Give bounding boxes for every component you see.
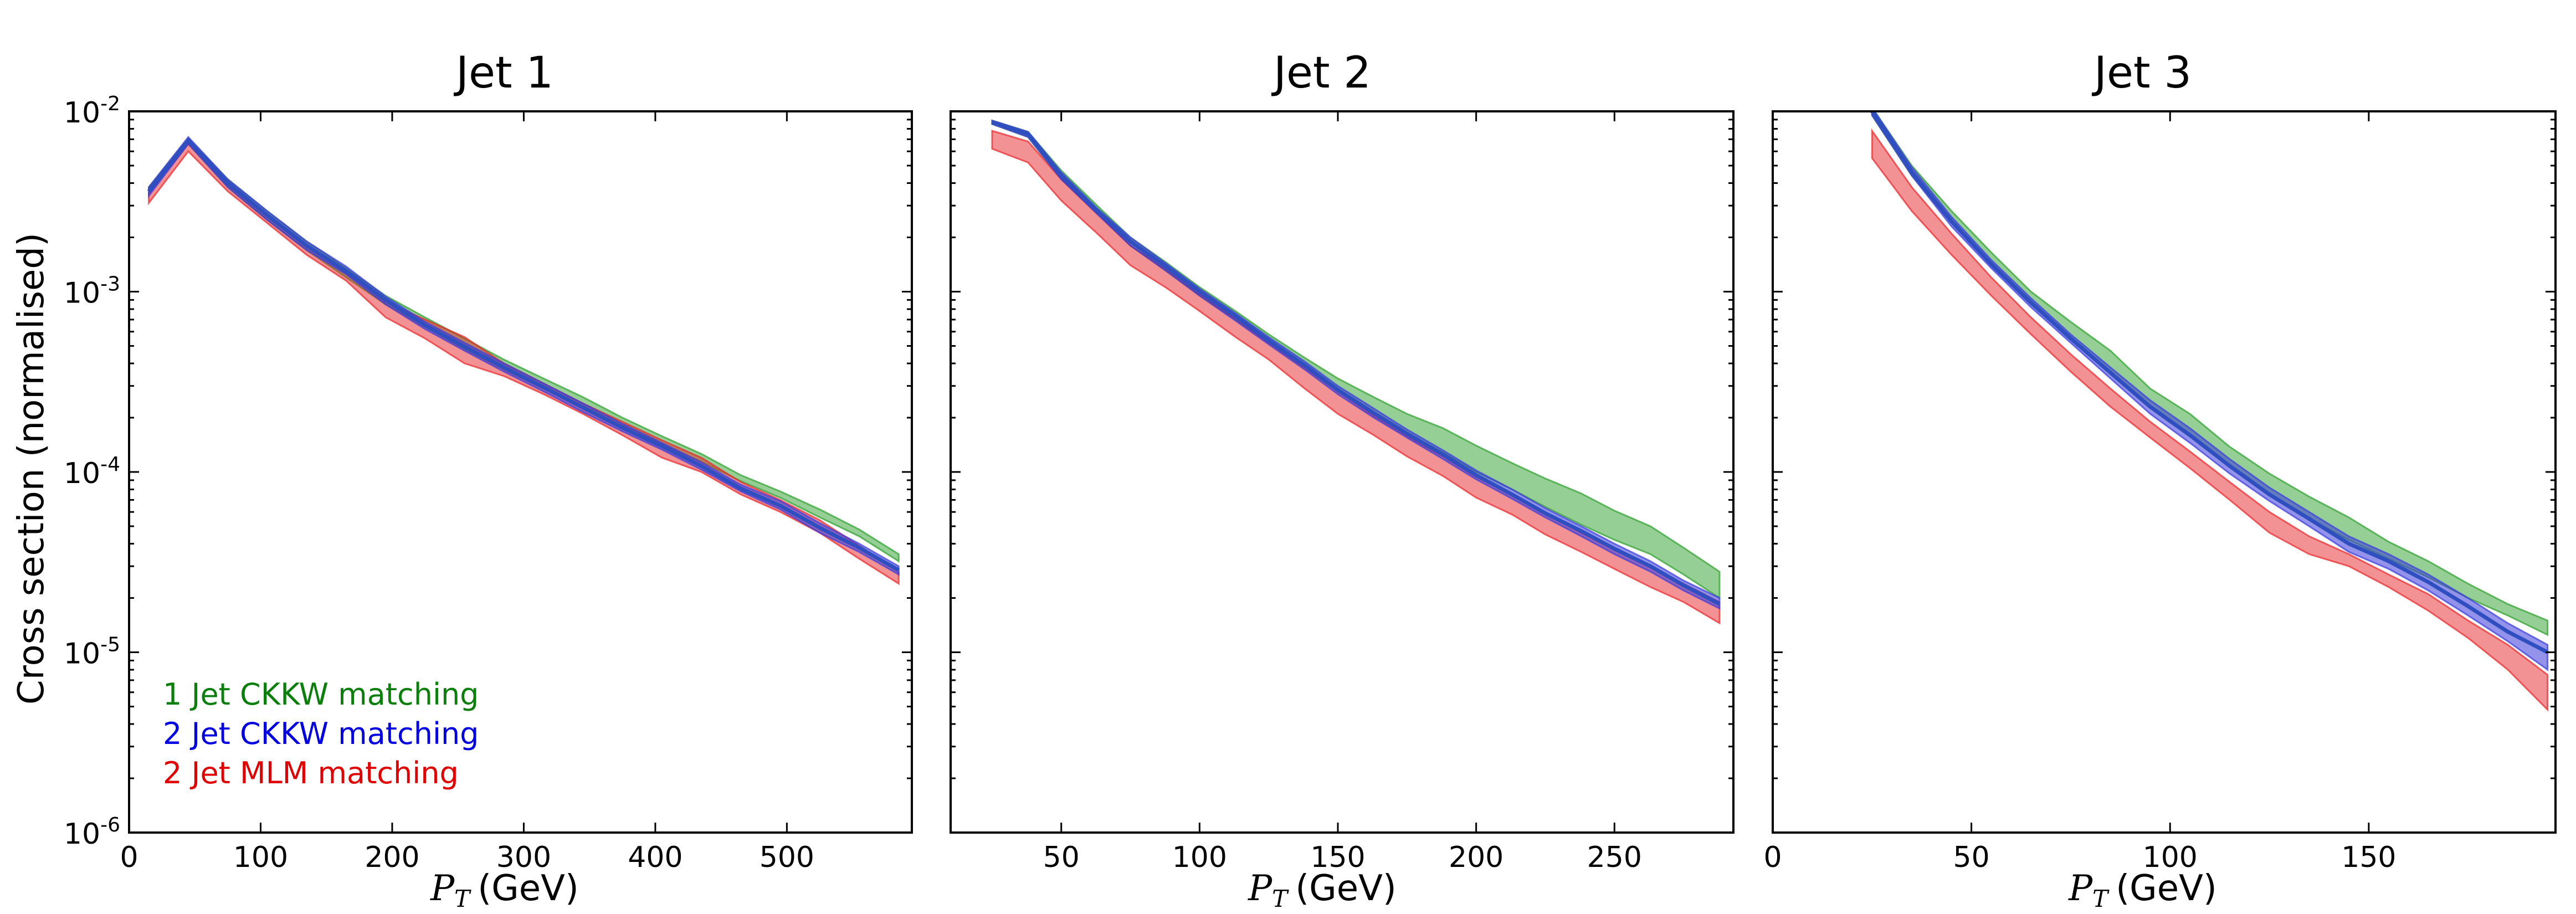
band-2-jet-mlm-matching-jet-3 [1871, 128, 2549, 712]
x-tick-label-jet-3: 150 [2341, 841, 2396, 874]
axes-frame-jet-2 [950, 110, 1735, 834]
x-tick-label-jet-2: 250 [1587, 841, 1642, 874]
y-tick-label-jet-1: 10-2 [64, 93, 120, 130]
panel-jet-3: Jet 3 0 50 100 150 PT (GeV) [1763, 48, 2557, 912]
legend-entry-3: 2 Jet MLM matching [163, 756, 459, 790]
x-axis-label-jet-3: PT (GeV) [2068, 868, 2217, 912]
y-ticks-jet-1: 10-610-510-410-310-2 [64, 93, 912, 851]
x-axis-label-jet-2: PT (GeV) [1248, 868, 1397, 912]
y-tick-label-exponent: -5 [100, 634, 120, 656]
x-tick-label-jet-3: 100 [2143, 841, 2198, 874]
y-tick-label-exponent: -2 [100, 93, 120, 115]
x-tick-label-jet-2: 150 [1310, 841, 1365, 874]
x-axis-label-unit-jet-1: (GeV) [478, 868, 579, 909]
line-2-jet-ckkw-matching-jet-1 [147, 138, 900, 572]
legend-entry-2: 2 Jet CKKW matching [163, 716, 479, 751]
x-tick-label-jet-1: 500 [760, 841, 814, 874]
x-ticks-jet-2: 50 100 150 200 250 [1043, 111, 1642, 874]
plot-area-jet-3 [1870, 111, 2549, 712]
panel-title-jet-3: Jet 3 [2091, 48, 2192, 98]
series-group-jet-2 [991, 119, 1721, 625]
y-tick-label-jet-1: 10-5 [64, 634, 120, 671]
legend: 1 Jet CKKW matching 2 Jet CKKW matching … [163, 677, 479, 790]
y-axis-label: Cross section (normalised) [11, 233, 52, 705]
plot-area-jet-2 [991, 119, 1721, 625]
y-tick-label-exponent: -3 [100, 273, 120, 296]
y-tick-label-jet-1: 10-6 [64, 814, 120, 851]
x-ticks-jet-3: 0 50 100 150 [1763, 111, 2397, 874]
y-tick-label-jet-1: 10-4 [64, 453, 120, 490]
x-axis-label-sub-jet-1: T [454, 885, 471, 912]
y-tick-label-base: 10 [64, 96, 100, 130]
panel-jet-1: Jet 1 0 100 200 300 400 500 10-610-510-410-31… [64, 48, 913, 912]
plot-area-jet-1 [147, 136, 900, 586]
x-tick-label-jet-1: 400 [628, 841, 683, 874]
x-tick-label-jet-3: 0 [1763, 841, 1782, 874]
x-tick-label-jet-2: 200 [1449, 841, 1503, 874]
y-tick-label-base: 10 [64, 818, 100, 851]
band-2-jet-ckkw-matching-jet-2 [991, 119, 1721, 610]
axes-frame-jet-3 [1772, 110, 2557, 834]
x-tick-label-jet-2: 100 [1172, 841, 1227, 874]
x-axis-label-jet-1: PT (GeV) [430, 868, 579, 912]
x-axis-label-sub-jet-3: T [2092, 885, 2110, 912]
panel-title-jet-2: Jet 2 [1271, 48, 1371, 98]
y-tick-label-base: 10 [64, 457, 100, 490]
x-tick-label-jet-1: 200 [365, 841, 419, 874]
y-tick-label-exponent: -4 [100, 453, 120, 476]
x-tick-label-jet-2: 50 [1043, 841, 1080, 874]
x-tick-label-jet-1: 100 [233, 841, 288, 874]
series-group-jet-1 [147, 136, 900, 586]
x-axis-label-var-jet-1: P [430, 868, 455, 909]
y-tick-label-base: 10 [64, 277, 100, 310]
legend-entry-1: 1 Jet CKKW matching [163, 677, 479, 712]
x-tick-label-jet-3: 50 [1953, 841, 1990, 874]
x-tick-label-jet-1: 0 [120, 841, 138, 874]
y-tick-label-jet-1: 10-3 [64, 273, 120, 310]
panel-title-jet-1: Jet 1 [453, 48, 553, 98]
x-axis-label-var-jet-3: P [2068, 868, 2093, 909]
x-axis-label-unit-jet-2: (GeV) [1295, 868, 1397, 909]
line-2-jet-ckkw-matching-jet-2 [991, 120, 1721, 606]
series-group-jet-3 [1870, 111, 2549, 712]
y-tick-label-exponent: -6 [100, 814, 120, 836]
x-tick-label-jet-1: 300 [496, 841, 551, 874]
x-axis-label-unit-jet-3: (GeV) [2116, 868, 2217, 909]
x-axis-label-var-jet-2: P [1248, 868, 1272, 909]
x-ticks-jet-1: 0 100 200 300 400 500 [120, 111, 814, 874]
axes-frame-jet-1 [128, 110, 913, 834]
panel-jet-2: Jet 2 50 100 150 200 250 PT (GeV) [950, 48, 1735, 912]
y-tick-label-base: 10 [64, 638, 100, 671]
x-axis-label-sub-jet-2: T [1272, 885, 1289, 912]
line-2-jet-ckkw-matching-jet-3 [1870, 111, 2549, 654]
